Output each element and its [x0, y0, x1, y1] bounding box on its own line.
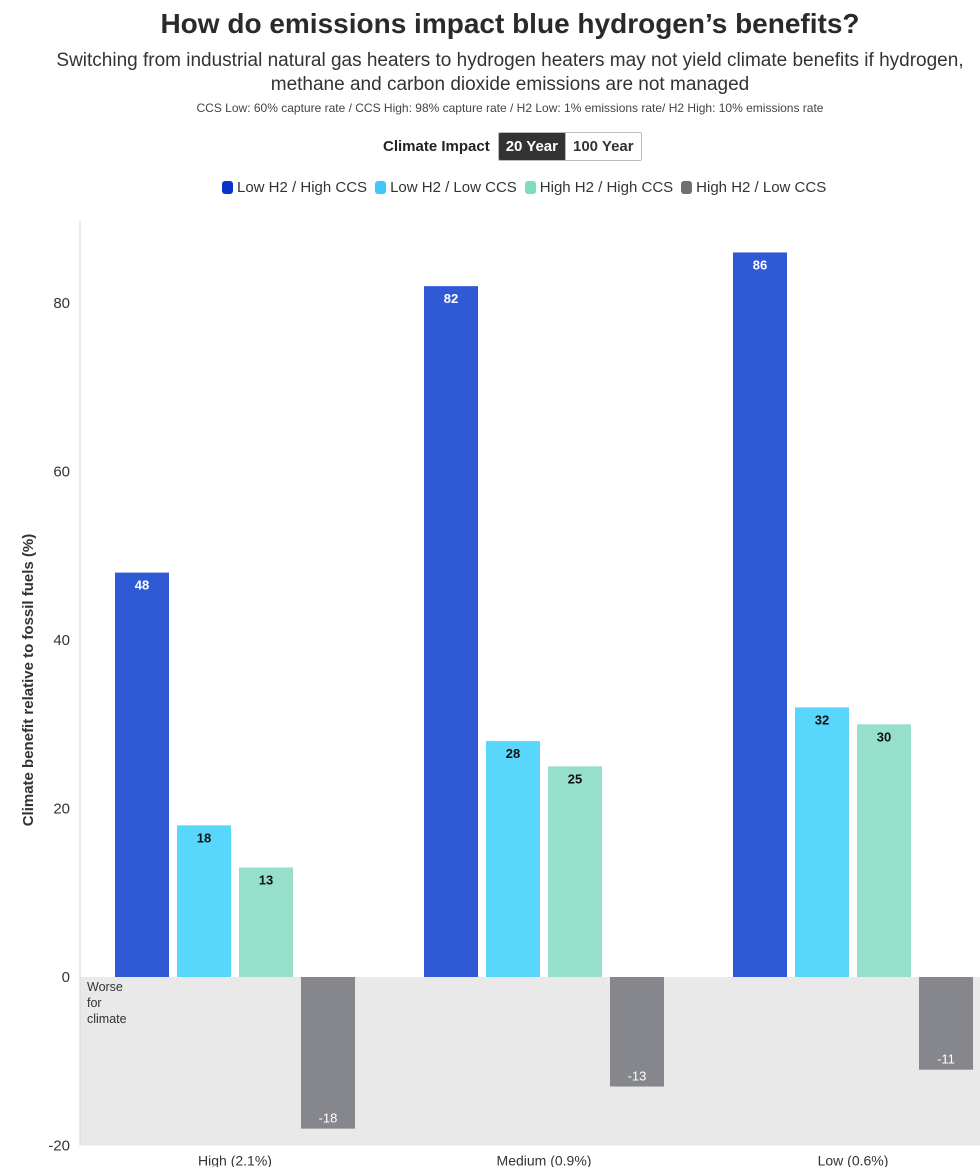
bar-value-label: 48	[135, 578, 149, 593]
y-tick-label: 80	[53, 295, 70, 312]
bar-value-label: 86	[753, 257, 767, 272]
x-tick-label: Medium (0.9%)	[497, 1153, 592, 1167]
x-tick-label: Low (0.6%)	[818, 1153, 889, 1167]
toggle-100-year-button[interactable]: 100 Year	[564, 132, 641, 160]
legend-swatch	[681, 181, 693, 194]
chart-title: How do emissions impact blue hydrogen’s …	[160, 8, 860, 39]
y-tick-label: 20	[53, 801, 70, 818]
bar-chart: -20 0 20 40 60 80 Worse for climate 48 82 86 18 28 32 1…	[48, 220, 980, 1167]
bar	[301, 977, 355, 1129]
legend-item-low-h2-high-ccs[interactable]: Low H2 / High CCS	[222, 179, 367, 196]
bar-value-label: 18	[197, 830, 211, 845]
legend-swatch	[222, 181, 233, 194]
chart-legend: Low H2 / High CCS Low H2 / Low CCS High …	[222, 179, 834, 196]
chart-subtitle: Switching from industrial natural gas he…	[56, 50, 964, 95]
bar-value-label: 30	[877, 729, 891, 744]
climate-impact-toggle: Climate Impact 20 Year 100 Year	[383, 131, 642, 161]
bar	[239, 867, 293, 977]
bar-value-label: 32	[815, 712, 829, 727]
toggle-group: 20 Year 100 Year	[497, 131, 642, 161]
legend-swatch	[375, 181, 387, 194]
bar	[733, 252, 787, 977]
negative-region	[80, 977, 980, 1146]
bar-value-label: 28	[506, 746, 520, 761]
bar	[919, 977, 973, 1070]
toggle-20-year-button[interactable]: 20 Year	[498, 132, 565, 160]
legend-label: Low H2 / Low CCS	[390, 179, 517, 196]
y-tick-label: 40	[53, 632, 70, 649]
y-tick-label: 60	[53, 464, 70, 481]
bar-value-label: -13	[628, 1069, 647, 1084]
bar-value-label: 25	[568, 771, 582, 786]
legend-item-high-h2-low-ccs[interactable]: High H2 / Low CCS	[681, 179, 826, 196]
bar	[177, 825, 231, 977]
legend-item-low-h2-low-ccs[interactable]: Low H2 / Low CCS	[375, 179, 517, 196]
bar-value-label: 82	[444, 291, 458, 306]
y-tick-label: 0	[62, 969, 70, 986]
legend-label: Low H2 / High CCS	[237, 179, 368, 196]
legend-label: High H2 / Low CCS	[696, 179, 827, 196]
bar	[548, 766, 602, 977]
bar-value-label: -18	[319, 1111, 338, 1126]
worse-for-climate-label: Worse for climate	[87, 980, 127, 1026]
bar	[610, 977, 664, 1087]
bar	[115, 572, 169, 977]
toggle-label: Climate Impact	[383, 137, 490, 155]
y-axis-label: Climate benefit relative to fossil fuels…	[20, 533, 37, 827]
bar	[857, 724, 911, 977]
bar-value-label: 13	[259, 872, 273, 887]
chart-note: CCS Low: 60% capture rate / CCS High: 98…	[196, 101, 824, 115]
bar-value-label: -11	[937, 1052, 955, 1067]
bar	[424, 286, 478, 977]
legend-item-high-h2-high-ccs[interactable]: High H2 / High CCS	[524, 179, 674, 196]
y-tick-label: -20	[48, 1138, 70, 1155]
bar	[486, 741, 540, 977]
legend-swatch	[524, 181, 536, 194]
x-tick-label: High (2.1%)	[198, 1153, 272, 1167]
legend-label: High H2 / High CCS	[539, 179, 674, 196]
bar	[795, 707, 849, 977]
